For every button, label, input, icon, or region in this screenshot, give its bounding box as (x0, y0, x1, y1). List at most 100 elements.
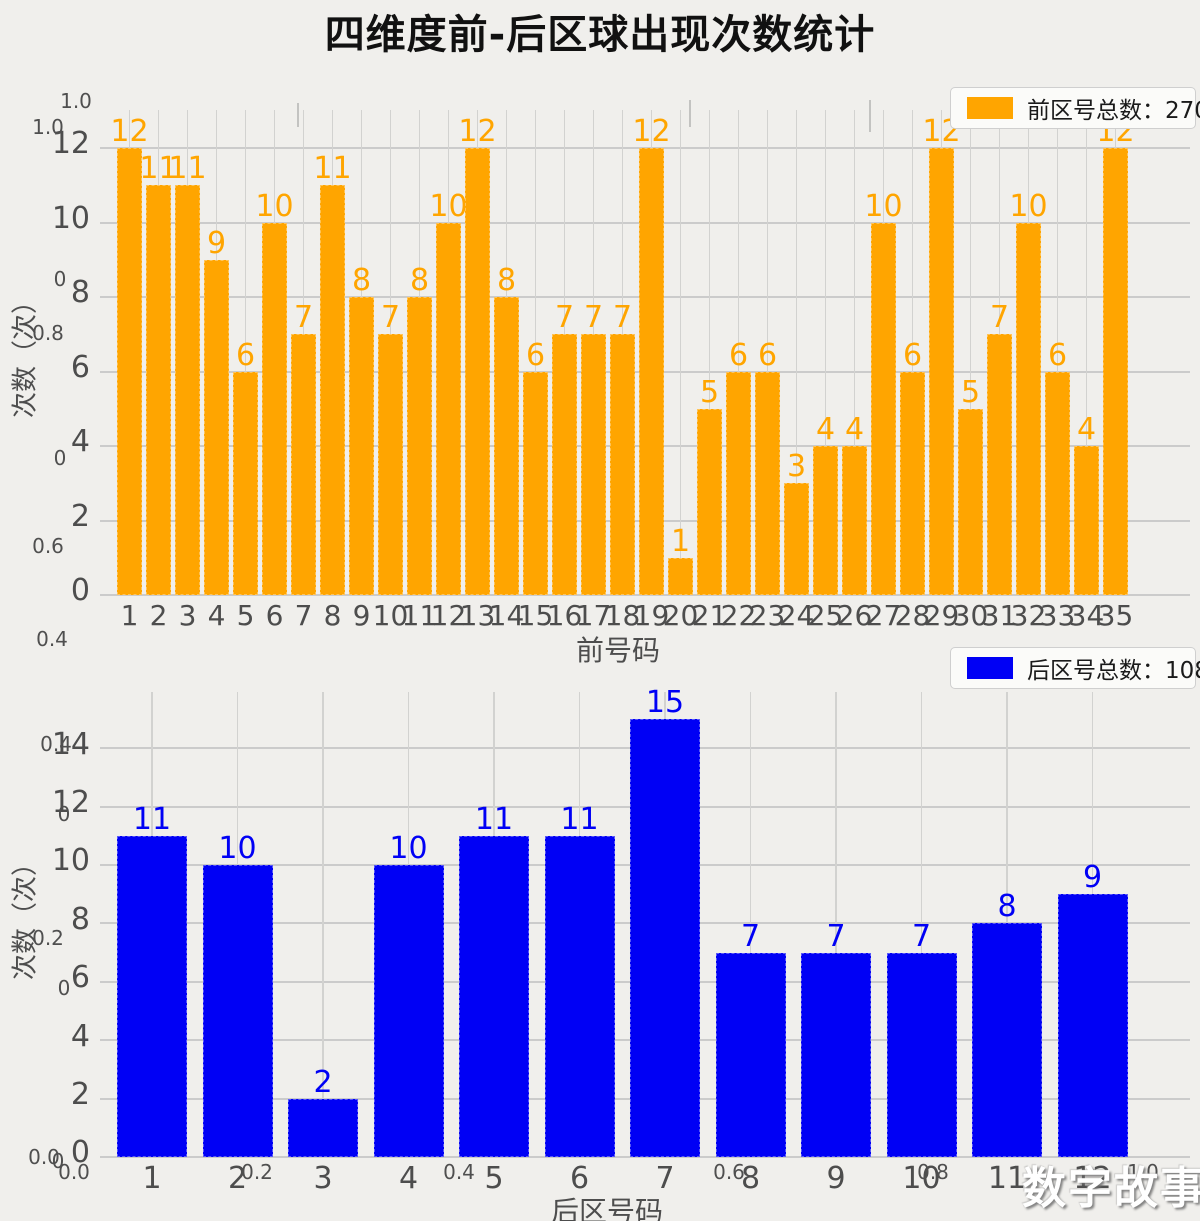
x-tick-label: 27 (865, 599, 902, 632)
bar-value-label: 2 (313, 1064, 333, 1100)
x-gridline (708, 110, 711, 595)
x-gridline (244, 110, 247, 595)
x-tick-label: 26 (836, 599, 873, 632)
watermark: 数字故事 (1022, 1163, 1200, 1214)
x-tick-label: 12 (1073, 1161, 1112, 1196)
x-tick-label: 5 (236, 599, 255, 632)
bar-value-label: 9 (206, 225, 227, 261)
bar (987, 334, 1012, 595)
bar-value-label: 12 (110, 114, 149, 149)
bar (801, 952, 871, 1157)
x-gridline (853, 110, 856, 595)
x-tick-label: 19 (633, 599, 670, 632)
x-tick-label: 3 (313, 1161, 333, 1196)
back-legend-swatch (967, 657, 1013, 679)
bar-value-label: 3 (786, 449, 807, 485)
back-y-axis-label: 次数（次） (10, 849, 41, 981)
bar (784, 483, 809, 595)
x-tick-label: 23 (749, 599, 786, 632)
bar-value-label: 11 (132, 801, 172, 837)
bar (262, 222, 287, 595)
ghost-axis-label: 0.0 (28, 1145, 60, 1169)
x-gridline (911, 110, 914, 595)
ghost-axis-label: 0 (57, 802, 71, 826)
bar-value-label: 5 (960, 374, 981, 410)
bar (175, 185, 200, 595)
x-gridline (749, 692, 752, 1157)
bar-value-label: 7 (989, 300, 1010, 336)
ghost-axis-label: 0.8 (32, 321, 64, 345)
x-tick-label: 2 (227, 1161, 248, 1196)
bar-value-label: 6 (235, 337, 256, 373)
ghost-axis-label: 1.0 (60, 89, 92, 113)
bar-value-label: 11 (139, 151, 178, 187)
bar-value-label: 4 (844, 412, 865, 447)
y-gridline (100, 594, 1190, 596)
bar-value-label: 12 (458, 114, 497, 149)
ghost-axis-label: 0 (51, 1149, 65, 1173)
x-tick-label: 20 (662, 599, 699, 632)
x-tick-label: 13 (459, 599, 496, 632)
x-tick-label: 6 (569, 1161, 590, 1196)
front-zone-chart: 0 2 4 6 8 10 12 12 1 11 2 11 3 9 4 6 5 10 6 7 7 11 8 8 9 7 10 8 11 10… (52, 110, 1190, 632)
bar-value-label: 9 (1082, 860, 1103, 896)
bar (202, 865, 273, 1157)
bar-value-label: 8 (997, 889, 1017, 925)
x-tick-label: 9 (352, 599, 371, 632)
y-tick-label: 0 (70, 1135, 90, 1171)
bar-value-label: 8 (496, 263, 517, 298)
y-tick-label: 4 (70, 424, 90, 460)
back-legend-label: 后区号总数：108 (1027, 658, 1200, 684)
bar-value-label: 10 (1009, 188, 1048, 224)
bar (552, 334, 577, 595)
ghost-axis-label: 1.0 (32, 115, 64, 139)
x-tick-label: 8 (740, 1161, 761, 1196)
bar-value-label: 4 (1076, 412, 1097, 447)
bar (146, 185, 171, 595)
bar (697, 408, 722, 595)
x-tick-label: 3 (178, 599, 197, 632)
bar (726, 371, 751, 595)
y-tick-label: 8 (70, 901, 90, 937)
x-tick-label: 35 (1097, 599, 1134, 632)
y-tick-label: 6 (70, 960, 90, 996)
bar (320, 185, 345, 595)
x-tick-label: 10 (902, 1161, 941, 1196)
y-tick-label: 4 (70, 1018, 90, 1054)
y-tick-label: 2 (70, 1077, 90, 1112)
x-tick-label: 1 (142, 1161, 162, 1196)
x-tick-label: 31 (981, 599, 1018, 632)
bar (886, 952, 957, 1157)
bar-value-label: 6 (728, 337, 749, 373)
x-tick-label: 33 (1039, 599, 1076, 632)
bar (1016, 222, 1041, 595)
bar (639, 148, 664, 595)
bar-value-label: 10 (864, 188, 903, 224)
ghost-axis-label: 0.6 (713, 1160, 745, 1184)
bar (378, 334, 403, 595)
bar-value-label: 11 (474, 801, 514, 837)
front-y-axis-label: 次数（次） (10, 287, 41, 419)
y-tick-label: 8 (70, 275, 90, 311)
bar-value-label: 10 (218, 831, 257, 866)
ghost-axis-label: 0.2 (241, 1160, 273, 1184)
x-tick-label: 16 (546, 599, 583, 632)
ghost-axis-label: 0.8 (917, 1160, 949, 1184)
y-gridline (100, 1156, 1190, 1158)
y-tick-label: 10 (51, 843, 90, 879)
bar-value-label: 4 (815, 412, 836, 447)
x-gridline (969, 110, 972, 595)
x-gridline (835, 692, 837, 1157)
bar-value-label: 6 (902, 337, 923, 373)
back-legend: 后区号总数：108 (950, 647, 1200, 689)
bar (465, 148, 490, 595)
x-tick-label: 5 (484, 1161, 504, 1196)
bar-value-label: 7 (740, 918, 761, 954)
x-tick-label: 4 (207, 599, 226, 632)
ghost-tick-segment (297, 103, 299, 127)
bar-value-label: 10 (255, 188, 294, 224)
ghost-axis-label: 0 (53, 267, 67, 291)
y-tick-label: 12 (51, 126, 90, 162)
x-gridline (920, 692, 923, 1157)
